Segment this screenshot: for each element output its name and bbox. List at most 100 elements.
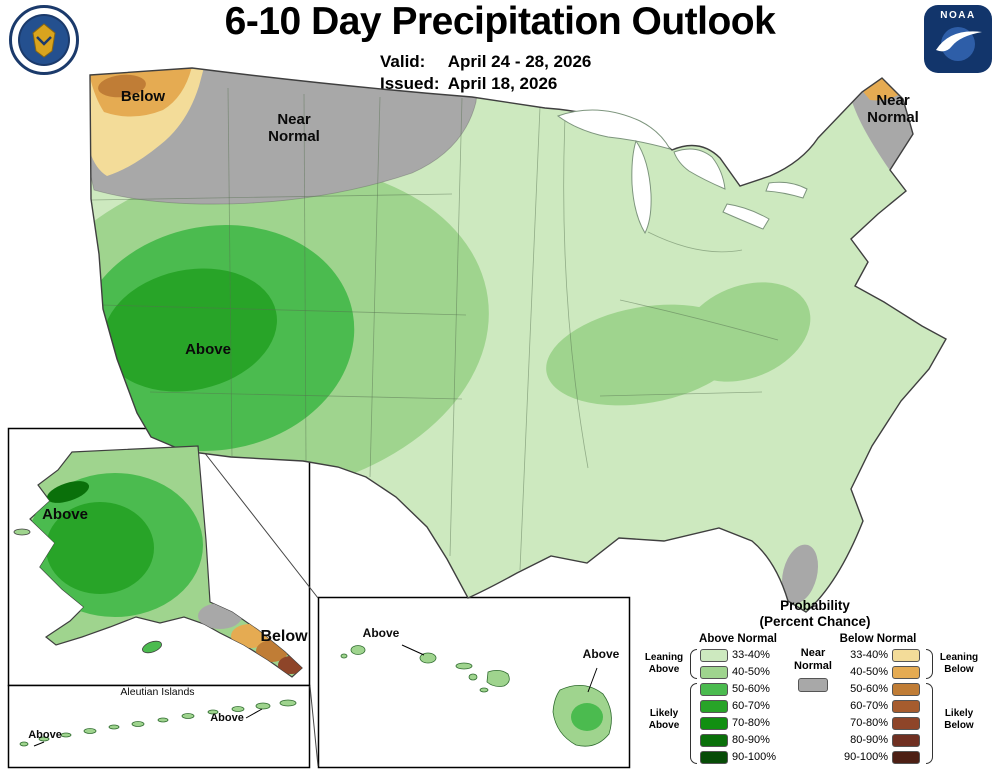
legend-likely-above-label: Likely Above	[648, 708, 680, 731]
legend-below-range-4: 70-80%	[850, 717, 888, 729]
legend-above-range-5: 80-90%	[732, 734, 770, 746]
valid-value: April 24 - 28, 2026	[447, 52, 592, 71]
doc-seal-logo	[8, 4, 80, 76]
florida-near-normal-region	[781, 544, 819, 604]
lanai-island	[468, 673, 478, 681]
legend-leaning-above-label: Leaning Above	[644, 652, 684, 675]
legend-above-range-0: 33-40%	[732, 649, 770, 661]
legend-above-swatch-6	[700, 751, 728, 764]
niihau-island	[340, 653, 348, 659]
maui-island	[486, 670, 510, 687]
legend-above-range-3: 60-70%	[732, 700, 770, 712]
legend-below-header: Below Normal	[839, 633, 917, 645]
issued-label: Issued:	[380, 74, 440, 93]
legend-below-range-0: 33-40%	[850, 649, 888, 661]
lake-erie	[722, 203, 770, 230]
alaska-above-60	[46, 502, 154, 594]
map-label-north-near-normal: Near Normal	[268, 111, 320, 145]
legend-above-swatch-4	[700, 717, 728, 730]
lake-michigan	[631, 139, 652, 235]
legend-above-header: Above Normal	[699, 633, 777, 645]
legend-above-range-6: 90-100%	[732, 751, 777, 763]
legend-below-swatch-6	[892, 751, 920, 764]
map-label-se-alaska-below: Below	[260, 628, 308, 645]
legend-above-swatch-5	[700, 734, 728, 747]
legend-leaning-below-label: Leaning Below	[939, 652, 979, 675]
alaska-region	[13, 445, 303, 678]
legend-below-range-2: 50-60%	[850, 683, 888, 695]
noaa-bird-icon	[936, 27, 982, 61]
leaning-above-bracket	[690, 649, 697, 679]
legend-above-swatch-3	[700, 700, 728, 713]
maine-below-region	[860, 74, 900, 101]
lake-ontario	[765, 181, 808, 199]
aleutian-chain	[19, 699, 297, 747]
map-label-maine-near-normal: Near Normal	[867, 92, 919, 126]
maine-near-normal-region	[848, 74, 915, 172]
legend-above-swatch-0	[700, 649, 728, 662]
page-title: 6-10 Day Precipitation Outlook	[224, 0, 776, 43]
great-lakes	[556, 109, 808, 235]
appalachia-above-40	[679, 282, 811, 382]
legend-below-range-1: 40-50%	[850, 666, 888, 678]
legend-above-range-1: 40-50%	[732, 666, 770, 678]
valid-label: Valid:	[380, 52, 426, 71]
map-label-aleutian-above-east: Above	[210, 712, 244, 724]
likely-above-bracket	[690, 683, 697, 764]
label-pointer-lines	[33, 644, 598, 747]
kahoolawe-island	[479, 687, 489, 693]
legend-title: Probability	[780, 598, 850, 613]
inset-connector-line-2	[309, 685, 319, 767]
map-label-west-above: Above	[185, 341, 231, 358]
legend-near-normal-label: Near Normal	[794, 647, 832, 672]
conus-outline	[89, 67, 947, 613]
issued-line: Issued: April 18, 2026	[380, 73, 591, 95]
legend-above-range-4: 70-80%	[732, 717, 770, 729]
legend-below-swatch-4	[892, 717, 920, 730]
map-label-aleutian-above-west: Above	[28, 729, 62, 741]
pnw-below-50-region	[98, 74, 146, 98]
hawaii-region	[340, 645, 612, 747]
map-label-alaska-above: Above	[42, 506, 88, 523]
st-lawrence-island	[13, 528, 31, 536]
validity-dates: Valid: April 24 - 28, 2026 Issued: April…	[380, 51, 591, 95]
legend-below-range-5: 80-90%	[850, 734, 888, 746]
conus-region	[89, 67, 947, 613]
legend-above-swatch-1	[700, 666, 728, 679]
issued-value: April 18, 2026	[447, 74, 558, 93]
map-label-hawaii-above-east: Above	[582, 647, 620, 661]
nevada-above-60	[103, 268, 277, 392]
big-island-above-50	[571, 703, 603, 731]
lake-superior	[556, 109, 672, 150]
legend-below-swatch-3	[892, 700, 920, 713]
map-label-hawaii-above-west: Above	[362, 626, 400, 640]
legend-below-swatch-2	[892, 683, 920, 696]
aleutian-inset-box	[7, 684, 311, 769]
kauai-island	[350, 645, 366, 655]
kodiak-island	[142, 640, 162, 654]
map-label-aleutian-title: Aleutian Islands	[120, 686, 195, 698]
lake-huron	[673, 148, 726, 190]
legend-subtitle: (Percent Chance)	[759, 614, 871, 629]
alaska-above-80-sliver	[46, 481, 90, 503]
legend-below-range-6: 90-100%	[843, 751, 888, 763]
state-boundaries	[91, 87, 779, 571]
legend-above-range-2: 50-60%	[732, 683, 770, 695]
legend-below-swatch-5	[892, 734, 920, 747]
legend-likely-below-label: Likely Below	[944, 708, 974, 731]
valid-line: Valid: April 24 - 28, 2026	[380, 51, 591, 73]
legend-below-swatch-0	[892, 649, 920, 662]
map-label-pnw-below: Below	[120, 88, 166, 105]
doc-seal-graphic	[9, 5, 79, 75]
legend-below-range-3: 60-70%	[850, 700, 888, 712]
noaa-logo-text: NOAA	[940, 10, 976, 21]
legend-above-swatch-2	[700, 683, 728, 696]
noaa-logo: NOAA	[924, 5, 992, 73]
inset-connector-line	[185, 428, 319, 599]
likely-below-bracket	[926, 683, 933, 764]
molokai-island	[455, 662, 473, 670]
legend-below-swatch-1	[892, 666, 920, 679]
